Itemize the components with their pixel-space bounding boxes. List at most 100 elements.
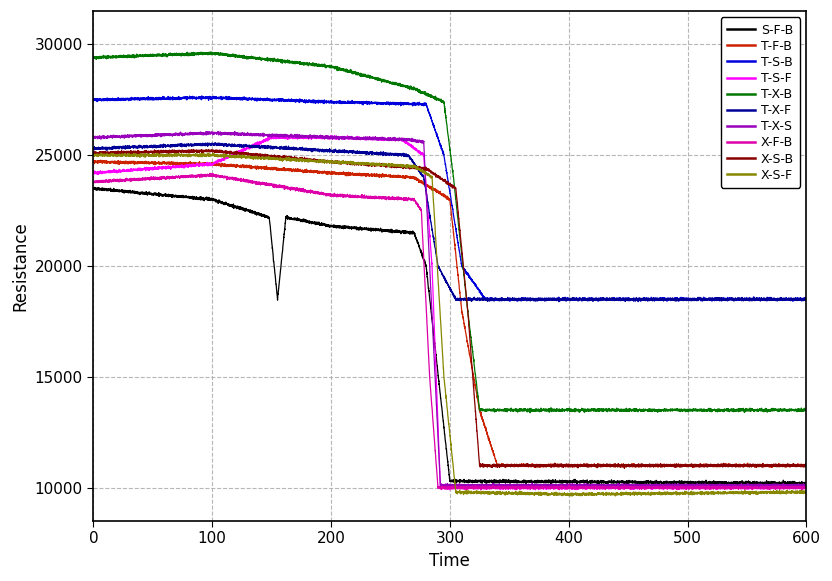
- T-X-F: [718, 296, 728, 303]
- S-F-B: [800, 482, 810, 489]
- X-S-B: [257, 153, 267, 160]
- T-S-B: [97, 97, 106, 104]
- X-S-B: [411, 163, 421, 170]
- S-F-B: [257, 212, 267, 219]
- S-F-B: [411, 234, 421, 241]
- Line: X-S-F: X-S-F: [93, 153, 806, 496]
- X-S-F: [411, 164, 421, 171]
- T-S-F: [718, 483, 728, 490]
- T-S-F: [624, 484, 634, 491]
- T-X-B: [97, 53, 106, 60]
- X-S-B: [801, 463, 811, 470]
- T-X-F: [88, 145, 98, 152]
- T-X-F: [554, 298, 564, 305]
- T-X-S: [213, 128, 223, 135]
- X-F-B: [205, 170, 215, 177]
- Line: T-X-B: T-X-B: [93, 52, 806, 413]
- T-X-S: [624, 483, 634, 490]
- T-F-B: [88, 159, 98, 166]
- T-X-S: [411, 137, 421, 144]
- X-S-F: [97, 152, 106, 159]
- T-X-F: [97, 144, 106, 151]
- T-X-F: [210, 139, 220, 146]
- Line: T-S-B: T-S-B: [93, 96, 806, 302]
- T-S-F: [257, 139, 267, 146]
- T-S-F: [791, 484, 801, 491]
- X-S-F: [88, 152, 98, 159]
- T-S-B: [791, 296, 801, 303]
- T-F-B: [791, 462, 801, 469]
- T-S-B: [801, 295, 811, 302]
- T-X-F: [791, 296, 801, 303]
- T-X-B: [791, 407, 801, 414]
- T-X-B: [411, 86, 421, 93]
- T-F-B: [801, 462, 811, 469]
- T-F-B: [96, 157, 106, 164]
- X-S-F: [718, 489, 728, 496]
- S-F-B: [718, 479, 728, 486]
- T-X-S: [801, 482, 811, 489]
- Line: S-F-B: S-F-B: [93, 187, 806, 486]
- T-S-B: [197, 92, 207, 99]
- X-F-B: [801, 483, 811, 490]
- T-X-B: [718, 407, 728, 414]
- T-S-F: [329, 132, 339, 139]
- T-X-S: [97, 134, 106, 141]
- X-F-B: [476, 486, 486, 493]
- X-S-B: [189, 146, 199, 153]
- T-S-F: [445, 486, 455, 493]
- T-S-B: [257, 96, 267, 103]
- T-X-S: [257, 131, 267, 138]
- Legend: S-F-B, T-F-B, T-S-B, T-S-F, T-X-B, T-X-F, T-X-S, X-F-B, X-S-B, X-S-F: S-F-B, T-F-B, T-S-B, T-S-F, T-X-B, T-X-F…: [721, 17, 800, 188]
- T-X-F: [257, 142, 267, 149]
- X-S-B: [88, 148, 98, 155]
- Line: T-F-B: T-F-B: [93, 160, 806, 468]
- T-S-F: [97, 168, 106, 175]
- X-S-B: [620, 465, 630, 472]
- T-S-B: [620, 298, 630, 305]
- T-X-B: [525, 409, 535, 416]
- X-F-B: [88, 178, 98, 185]
- X-F-B: [411, 199, 421, 206]
- T-S-B: [411, 101, 421, 107]
- Line: T-X-F: T-X-F: [93, 143, 806, 302]
- X-S-F: [203, 149, 213, 156]
- T-X-B: [206, 48, 215, 55]
- X-S-F: [257, 155, 267, 162]
- T-F-B: [257, 163, 267, 170]
- T-S-B: [624, 295, 634, 302]
- S-F-B: [88, 185, 98, 192]
- T-S-B: [88, 96, 98, 103]
- X-S-F: [624, 491, 634, 498]
- T-S-B: [718, 296, 728, 303]
- T-X-F: [624, 297, 634, 304]
- T-X-S: [591, 485, 601, 492]
- X-F-B: [718, 484, 728, 491]
- S-F-B: [791, 479, 801, 486]
- S-F-B: [801, 480, 811, 487]
- Line: X-S-B: X-S-B: [93, 149, 806, 468]
- X-F-B: [791, 485, 801, 492]
- T-X-F: [411, 163, 421, 170]
- T-X-F: [801, 295, 811, 302]
- T-F-B: [97, 157, 106, 164]
- X-S-F: [801, 488, 811, 495]
- X-F-B: [257, 180, 267, 187]
- T-F-B: [624, 461, 634, 468]
- X-S-B: [718, 463, 728, 470]
- T-X-S: [791, 483, 801, 490]
- X-S-F: [791, 490, 801, 497]
- S-F-B: [97, 187, 106, 193]
- T-S-F: [411, 146, 421, 153]
- X-F-B: [97, 177, 106, 184]
- T-S-F: [801, 483, 811, 490]
- X-S-B: [624, 462, 634, 469]
- T-X-B: [801, 407, 811, 414]
- T-S-F: [88, 169, 98, 176]
- X-S-F: [567, 493, 577, 500]
- Y-axis label: Resistance: Resistance: [11, 221, 29, 311]
- T-X-B: [257, 56, 267, 63]
- X-F-B: [624, 485, 634, 492]
- T-X-S: [718, 482, 728, 489]
- Line: T-S-F: T-S-F: [93, 135, 806, 490]
